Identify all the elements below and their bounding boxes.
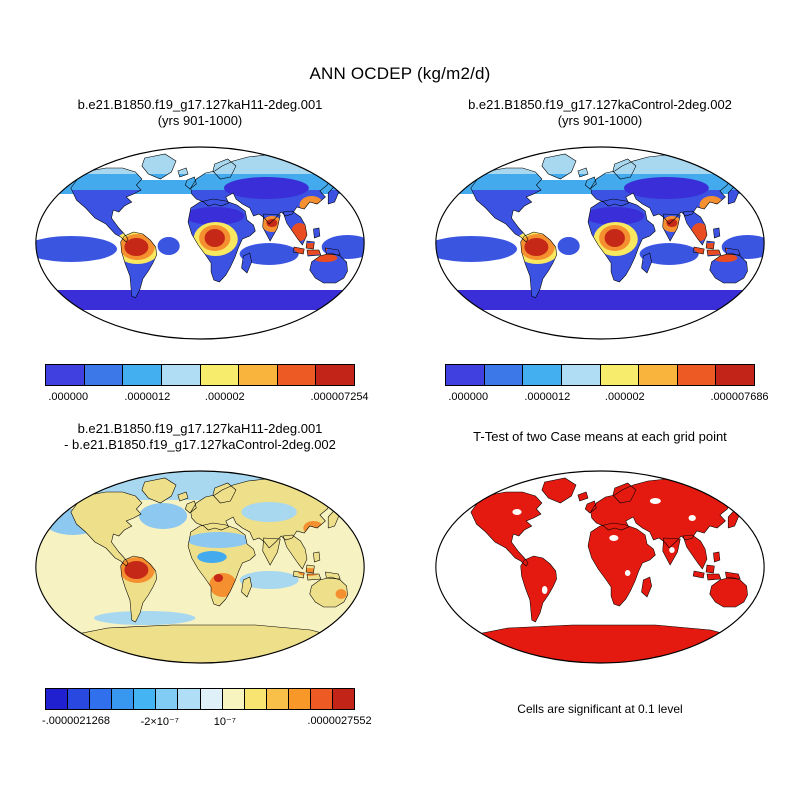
colorbar-segment bbox=[134, 689, 157, 709]
colorbar-segment bbox=[561, 365, 601, 385]
panel-title-line: b.e21.B1850.f19_g17.127kaControl-2deg.00… bbox=[468, 97, 732, 112]
colorbar-segment bbox=[484, 365, 524, 385]
colorbar-case2: .000000 .0000012 .000002 .000007686 bbox=[445, 364, 769, 410]
diff-colorbar-label: 10⁻⁷ bbox=[213, 716, 236, 728]
panel-ttest-title: T-Test of two Case means at each grid po… bbox=[400, 420, 800, 454]
diff-colorbar-label: .0000027552 bbox=[307, 715, 372, 727]
colorbar-segment bbox=[161, 365, 201, 385]
panel-case2: b.e21.B1850.f19_g17.127kaControl-2deg.00… bbox=[400, 96, 800, 410]
case2-colorbar-label: .000002 bbox=[604, 391, 645, 403]
map-difference bbox=[34, 468, 366, 666]
figure-title: ANN OCDEP (kg/m2/d) bbox=[309, 64, 491, 83]
case2-colorbar-strip bbox=[445, 364, 755, 386]
colorbar-segment bbox=[639, 365, 678, 385]
panel-title-line: (yrs 901-1000) bbox=[157, 113, 243, 128]
map-case2 bbox=[434, 144, 766, 342]
colorbar-segment bbox=[316, 365, 354, 385]
colorbar-segment bbox=[677, 365, 717, 385]
map-ttest bbox=[434, 468, 766, 666]
colorbar-segment bbox=[523, 365, 562, 385]
colorbar-segment bbox=[266, 689, 289, 709]
case2-colorbar-label: .000007686 bbox=[710, 391, 769, 403]
diff-colorbar-strip bbox=[45, 688, 355, 710]
case2-colorbar-label: .0000012 bbox=[524, 391, 571, 403]
world-map-svg bbox=[435, 146, 765, 340]
colorbar-segment bbox=[46, 689, 69, 709]
colorbar-segment bbox=[68, 689, 91, 709]
colorbar-segment bbox=[112, 689, 135, 709]
colorbar-segment bbox=[84, 365, 124, 385]
world-map-svg bbox=[435, 470, 765, 664]
colorbar-segment bbox=[310, 689, 334, 709]
panel-case1-title: b.e21.B1850.f19_g17.127kaH11-2deg.001 (y… bbox=[0, 96, 400, 130]
case1-colorbar-label: .0000012 bbox=[124, 391, 171, 403]
colorbar-segment bbox=[288, 689, 311, 709]
colorbar-segment bbox=[178, 689, 201, 709]
panel-title-line: T-Test of two Case means at each grid po… bbox=[473, 429, 727, 444]
panel-difference-title: b.e21.B1850.f19_g17.127kaH11-2deg.001 - … bbox=[0, 420, 400, 454]
panel-title-line: b.e21.B1850.f19_g17.127kaH11-2deg.001 bbox=[77, 97, 323, 112]
case1-colorbar-label: .000002 bbox=[204, 391, 245, 403]
panel-title-line: (yrs 901-1000) bbox=[557, 113, 643, 128]
colorbar-segment bbox=[239, 365, 278, 385]
panel-title-line: - b.e21.B1850.f19_g17.127kaControl-2deg.… bbox=[64, 437, 336, 452]
colorbar-difference: -.0000021268 -2×10⁻⁷ 10⁻⁷ .0000027552 bbox=[42, 688, 372, 734]
case2-colorbar-label: .000000 bbox=[448, 391, 489, 403]
panel-difference: b.e21.B1850.f19_g17.127kaH11-2deg.001 - … bbox=[0, 420, 400, 734]
case1-colorbar-label: .000007254 bbox=[310, 391, 369, 403]
diff-colorbar-label: -2×10⁻⁷ bbox=[140, 716, 179, 728]
colorbar-segment bbox=[123, 365, 162, 385]
case1-colorbar-label: .000000 bbox=[48, 391, 89, 403]
world-map-svg bbox=[35, 470, 365, 664]
colorbar-segment bbox=[446, 365, 485, 385]
case1-colorbar-strip bbox=[45, 364, 355, 386]
panel-case2-title: b.e21.B1850.f19_g17.127kaControl-2deg.00… bbox=[400, 96, 800, 130]
colorbar-segment bbox=[90, 689, 113, 709]
panel-ttest: T-Test of two Case means at each grid po… bbox=[400, 420, 800, 716]
colorbar-segment bbox=[200, 689, 223, 709]
colorbar-segment bbox=[244, 689, 267, 709]
colorbar-case1: .000000 .0000012 .000002 .000007254 bbox=[45, 364, 369, 410]
significance-caption: Cells are significant at 0.1 level bbox=[517, 702, 683, 716]
colorbar-segment bbox=[200, 365, 240, 385]
colorbar-segment bbox=[222, 689, 245, 709]
world-map-svg bbox=[35, 146, 365, 340]
panel-case1: b.e21.B1850.f19_g17.127kaH11-2deg.001 (y… bbox=[0, 96, 400, 410]
panel-title-line: b.e21.B1850.f19_g17.127kaH11-2deg.001 bbox=[77, 421, 323, 436]
colorbar-segment bbox=[46, 365, 85, 385]
map-case1 bbox=[34, 144, 366, 342]
colorbar-segment bbox=[600, 365, 640, 385]
colorbar-segment bbox=[277, 365, 317, 385]
colorbar-segment bbox=[156, 689, 179, 709]
diff-colorbar-label: -.0000021268 bbox=[42, 715, 110, 727]
colorbar-segment bbox=[333, 689, 355, 709]
colorbar-segment bbox=[716, 365, 754, 385]
